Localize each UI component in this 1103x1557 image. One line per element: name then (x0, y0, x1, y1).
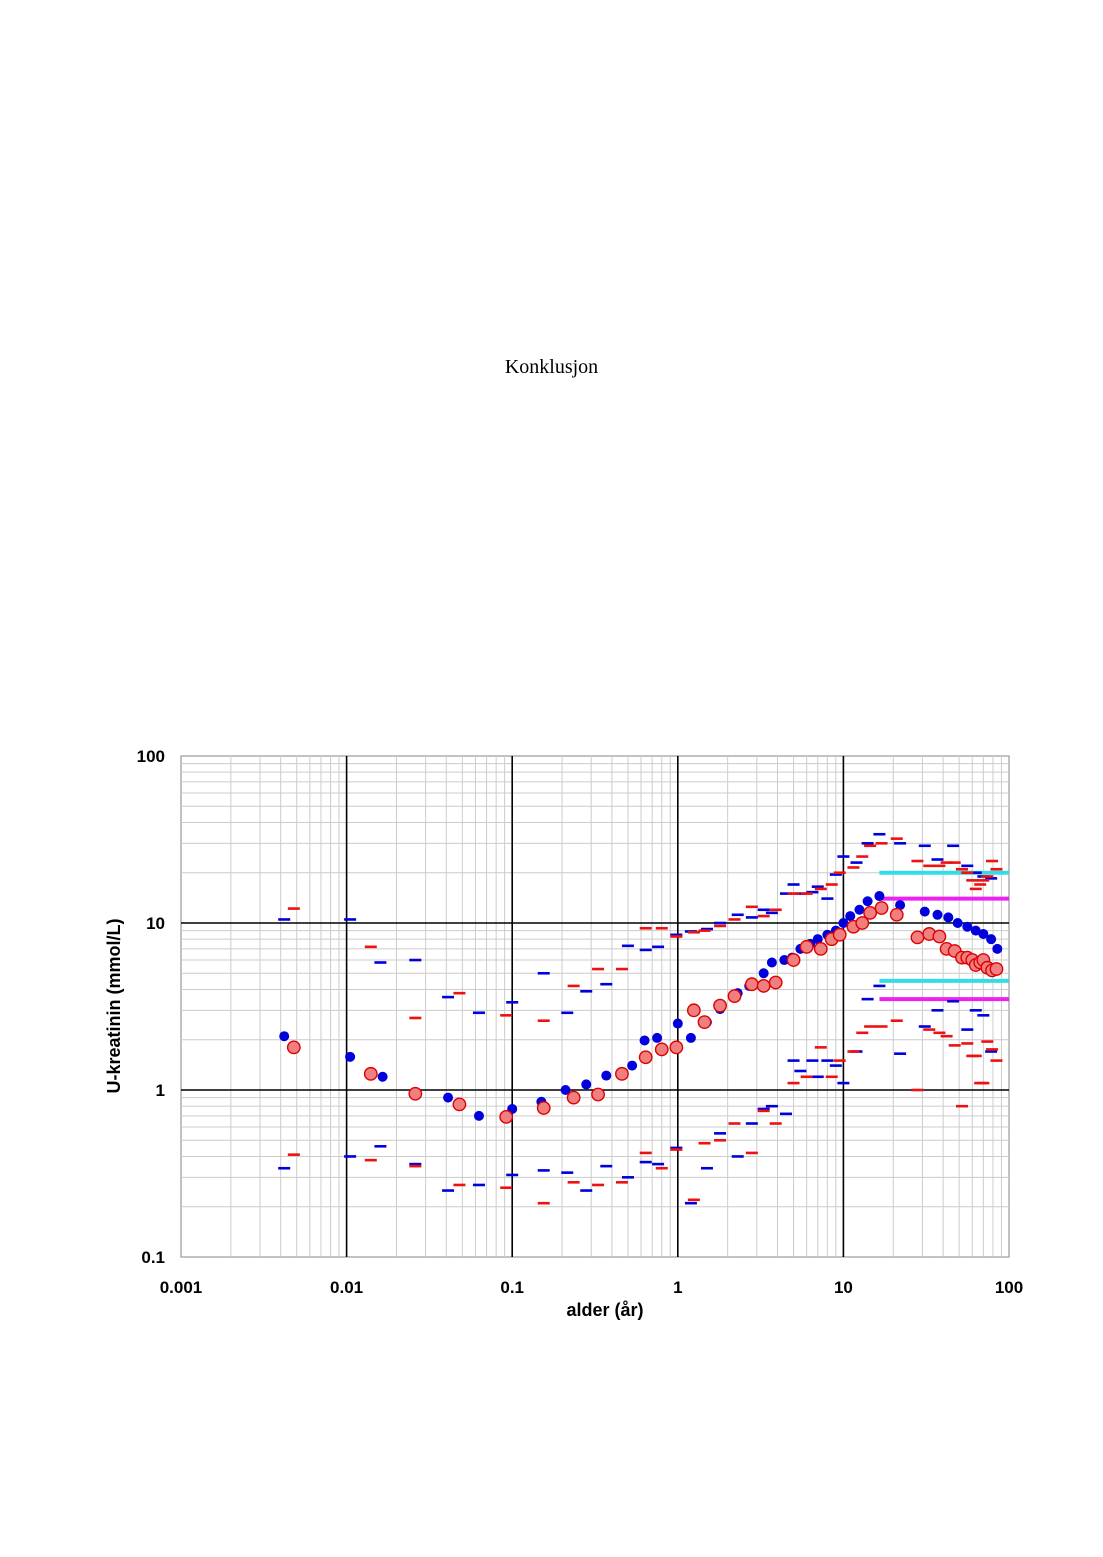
data-point-red (756, 979, 771, 993)
data-point-blue (845, 911, 856, 922)
data-point-blue (952, 918, 963, 928)
reference-lines (879, 870, 1009, 1002)
data-point-blue (862, 896, 873, 907)
data-point-red (286, 1040, 301, 1055)
data-point-red (786, 953, 801, 967)
data-point-blue (766, 957, 777, 968)
data-point-blue (581, 1079, 592, 1090)
data-point-blue (560, 1085, 571, 1095)
data-point-red (452, 1097, 467, 1112)
data-point-blue (672, 1018, 683, 1029)
minor-gridlines (180, 755, 1010, 1258)
data-point-red (889, 907, 904, 922)
data-point-red (566, 1090, 581, 1105)
data-point-blue (970, 925, 981, 936)
data-point-red (832, 927, 847, 942)
data-point-blue (838, 918, 849, 928)
data-point-blue (932, 909, 943, 920)
data-point-red (874, 901, 889, 915)
data-point-red (536, 1101, 551, 1115)
data-point-red (855, 916, 870, 930)
data-point-blue (854, 904, 865, 915)
data-point-blue (601, 1070, 612, 1081)
x-tick-label: 0.1 (500, 1278, 524, 1297)
data-point-blue (639, 1035, 650, 1046)
data-point-red (669, 1040, 684, 1055)
data-point-blue (473, 1110, 484, 1121)
x-tick-label: 1 (673, 1278, 682, 1297)
data-point-red (989, 962, 1004, 976)
data-point-red (615, 1066, 629, 1081)
data-point-blue (779, 955, 790, 966)
data-point-red (799, 939, 814, 954)
tick-labels: 0.001 0.01 0.1 1 10 100 0.1 1 10 100 (137, 747, 1024, 1297)
data-point-red (638, 1050, 653, 1065)
data-point-blue (874, 891, 885, 902)
data-point-blue (345, 1051, 356, 1062)
y-tick-label: 10 (146, 914, 165, 933)
y-tick-label: 100 (137, 747, 165, 766)
data-point-blue (919, 906, 930, 917)
data-point-blue (962, 921, 973, 932)
data-point-blue (627, 1060, 638, 1071)
data-point-blue (377, 1071, 388, 1082)
data-points (278, 832, 1004, 1205)
x-tick-label: 10 (834, 1278, 853, 1297)
data-point-red (713, 998, 727, 1013)
x-tick-label: 0.01 (330, 1278, 363, 1297)
data-point-blue (758, 968, 769, 979)
major-gridlines (181, 756, 1009, 1257)
data-point-blue (986, 934, 997, 945)
data-point-blue (978, 928, 989, 939)
data-point-red (591, 1087, 605, 1102)
data-point-red (499, 1110, 514, 1124)
data-point-red (686, 1003, 701, 1018)
plot-frame (180, 755, 1010, 1258)
data-point-red (813, 941, 828, 956)
data-point-red (727, 989, 742, 1003)
data-point-red (910, 930, 925, 945)
data-point-red (654, 1042, 669, 1057)
data-point-blue (443, 1092, 454, 1103)
data-point-red (697, 1015, 712, 1030)
data-point-blue (685, 1032, 696, 1043)
data-point-blue (812, 934, 823, 945)
y-tick-label: 1 (156, 1081, 165, 1100)
x-axis-label: alder (år) (566, 1300, 643, 1320)
data-point-blue (943, 912, 954, 923)
y-axis-label: U-kreatinin (mmol/L) (104, 918, 124, 1093)
x-tick-label: 0.001 (160, 1278, 203, 1297)
data-point-red (932, 929, 947, 944)
x-tick-label: 100 (995, 1278, 1023, 1297)
data-point-blue (279, 1031, 290, 1042)
data-point-red (768, 975, 783, 990)
page-heading: Konklusjon (504, 356, 599, 378)
data-point-blue (992, 943, 1003, 954)
y-tick-label: 0.1 (141, 1248, 165, 1267)
data-point-red (408, 1086, 423, 1101)
data-point-red (363, 1066, 378, 1081)
data-point-blue (652, 1032, 663, 1043)
data-point-blue (895, 900, 906, 911)
data-point-red (744, 977, 759, 992)
data-point-red (863, 905, 878, 920)
